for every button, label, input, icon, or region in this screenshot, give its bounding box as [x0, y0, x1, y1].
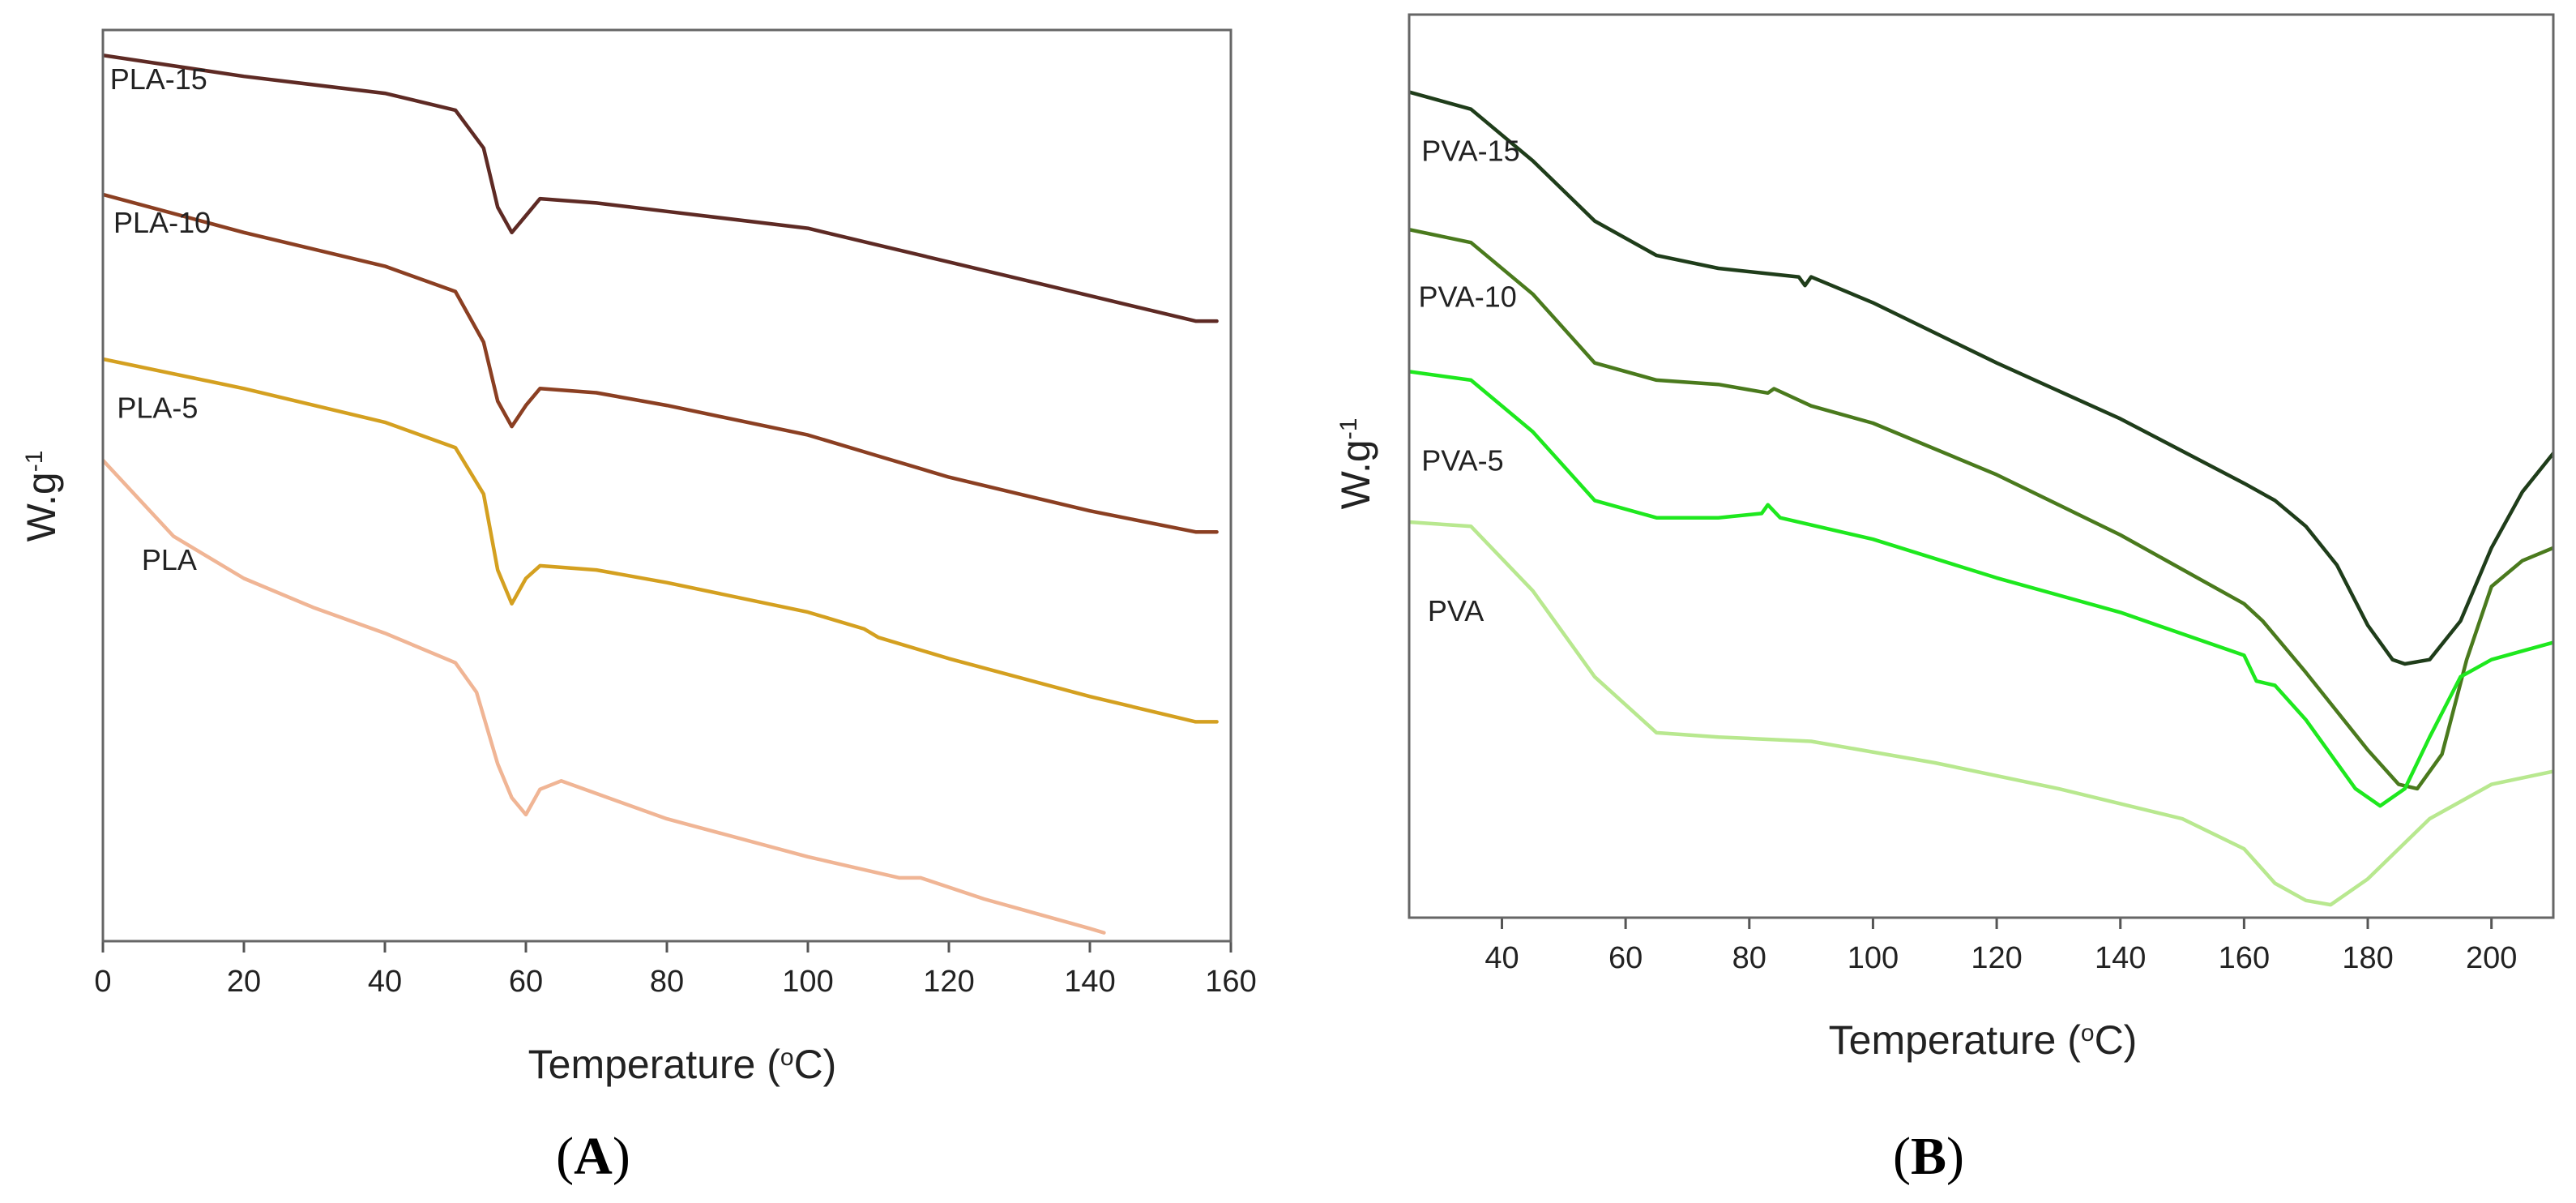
- chart-a-x-tick-label: 0: [94, 965, 111, 999]
- chart-b-x-tick-label: 100: [1848, 941, 1899, 975]
- chart-b-x-tick-label: 60: [1608, 941, 1643, 975]
- chart-a-line-pla-15: [103, 53, 1219, 323]
- chart-b-y-axis-label: W.g-1: [1333, 418, 1378, 510]
- chart-b-series-label-pva-15: PVA-15: [1421, 134, 1519, 167]
- chart-b-panel-label: (B): [1893, 1127, 1964, 1186]
- chart-a-line-pla: [103, 458, 1106, 935]
- chart-b-line-pva-15: [1409, 90, 2553, 666]
- chart-b: 40 60 80 100 120 140 160 180 200 PVA-15PVA-10PVA…: [1333, 13, 2555, 1186]
- chart-b-x-tick-label: 160: [2219, 941, 2270, 975]
- chart-a-series-label-pla-10: PLA-10: [113, 206, 211, 239]
- chart-a-x-tick-label: 60: [509, 965, 543, 999]
- chart-a-x-tick-label: 20: [227, 965, 261, 999]
- chart-a-x-tick-label: 40: [368, 965, 402, 999]
- chart-a-panel-label: (A): [556, 1127, 630, 1186]
- chart-b-series-lines: [1409, 90, 2553, 907]
- chart-b-ticks: 40 60 80 100 120 140 160 180 200: [1485, 918, 2517, 975]
- chart-a: 0 20 40 60 80 100 120 140 160 PLA-15PLA-10PLA-5P…: [19, 28, 1257, 1186]
- chart-a-ticks: 0 20 40 60 80 100 120 140 160: [94, 941, 1257, 999]
- chart-b-series-label-pva-10: PVA-10: [1418, 280, 1516, 314]
- chart-a-x-axis-label: Temperature (oC): [528, 1042, 837, 1087]
- chart-a-x-tick-label: 160: [1205, 965, 1256, 999]
- chart-a-series-label-pla-5: PLA-5: [117, 392, 198, 425]
- chart-a-series-labels: PLA-15 PLA-10 PLA-5 PLA: [110, 62, 211, 576]
- chart-b-x-axis-label: Temperature (oC): [1829, 1017, 2138, 1063]
- chart-b-series-label-pva: PVA: [1428, 594, 1484, 627]
- chart-a-x-tick-label: 80: [650, 965, 684, 999]
- chart-b-x-tick-label: 80: [1732, 941, 1766, 975]
- chart-b-x-tick-label: 140: [2095, 941, 2146, 975]
- chart-b-line-pva-10: [1409, 227, 2553, 791]
- chart-b-x-tick-label: 40: [1485, 941, 1519, 975]
- chart-a-series-label-pla-15: PLA-15: [110, 62, 207, 96]
- chart-a-line-pla-10: [103, 192, 1219, 534]
- chart-a-plot-frame: [101, 28, 1232, 943]
- chart-a-x-tick-label: 120: [923, 965, 974, 999]
- chart-a-line-pla-5: [103, 357, 1219, 724]
- chart-a-y-axis-label: W.g-1: [19, 451, 64, 542]
- chart-b-x-tick-label: 180: [2342, 941, 2393, 975]
- chart-b-x-tick-label: 120: [1971, 941, 2022, 975]
- chart-a-series-lines: [103, 53, 1219, 935]
- chart-b-series-label-pva-5: PVA-5: [1421, 443, 1503, 477]
- chart-b-line-pva: [1409, 520, 2553, 907]
- chart-b-plot-frame: [1408, 13, 2555, 919]
- chart-b-line-pva-5: [1409, 370, 2553, 808]
- chart-a-series-label-pla: PLA: [142, 543, 197, 576]
- chart-b-series-labels: PVA-15 PVA-10 PVA-5 PVA: [1418, 134, 1519, 627]
- chart-a-x-tick-label: 100: [782, 965, 833, 999]
- chart-b-x-tick-label: 200: [2466, 941, 2517, 975]
- chart-a-x-tick-label: 140: [1064, 965, 1115, 999]
